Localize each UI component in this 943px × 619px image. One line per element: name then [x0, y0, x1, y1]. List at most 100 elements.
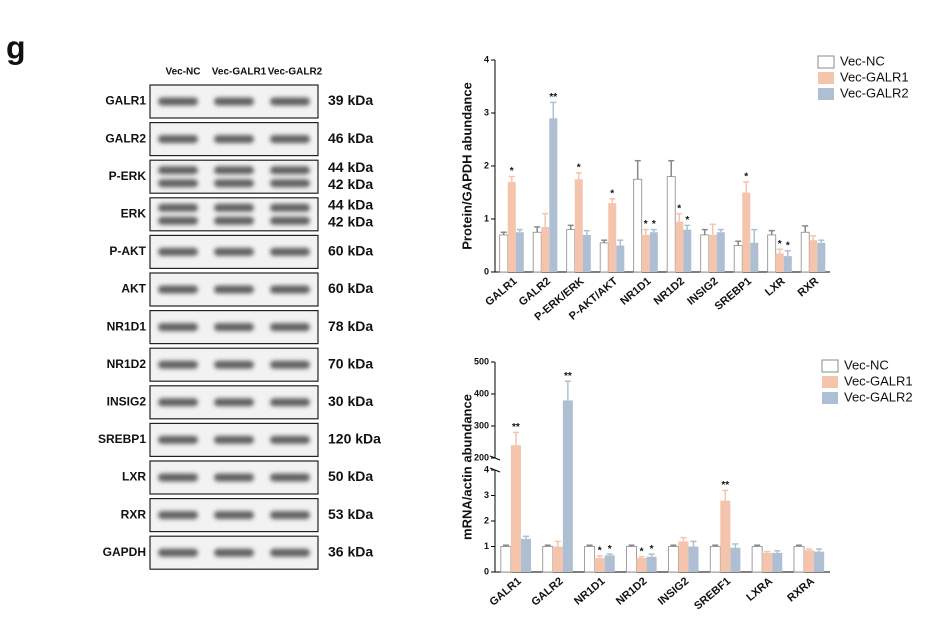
bar — [633, 178, 643, 273]
size-label: 44 kDa — [328, 197, 373, 213]
x-tick-label: SREBF1 — [692, 575, 733, 612]
blot-band — [214, 97, 254, 106]
blot-band — [270, 473, 310, 482]
blot-band — [214, 166, 254, 175]
y-tick-label: 2 — [484, 515, 489, 525]
y-tick-label: 500 — [474, 356, 489, 366]
blot-band — [270, 323, 310, 332]
blot-band — [270, 398, 310, 407]
row-label: SREBP1 — [98, 432, 146, 446]
bar — [566, 229, 576, 273]
row-label: P-AKT — [109, 244, 146, 258]
significance: * — [598, 546, 602, 557]
legend-swatch — [822, 392, 838, 404]
size-label: 42 kDa — [328, 214, 373, 230]
blot-band — [270, 548, 310, 557]
blot-band — [214, 135, 254, 144]
significance: * — [644, 219, 648, 230]
size-label: 42 kDa — [328, 176, 373, 192]
row-label: GAPDH — [103, 545, 146, 559]
blot-band — [214, 360, 254, 369]
bar — [646, 556, 657, 572]
bar — [800, 231, 810, 273]
size-label: 78 kDa — [328, 318, 373, 334]
blot-band — [214, 247, 254, 256]
y-tick-label: 200 — [474, 452, 489, 462]
significance: * — [778, 239, 782, 250]
y-tick-label: 4 — [484, 464, 489, 474]
bar — [507, 181, 516, 272]
blot-box — [149, 159, 319, 194]
blot-band — [158, 216, 198, 225]
bar — [542, 546, 554, 573]
blot-band — [270, 97, 310, 106]
y-tick-label: 3 — [484, 490, 489, 500]
legend-swatch — [821, 359, 839, 373]
significance: * — [577, 163, 581, 174]
bar — [520, 538, 532, 572]
blot-band — [158, 323, 198, 332]
y-tick-label: 0 — [484, 266, 489, 276]
bar — [809, 240, 818, 272]
blot-band — [158, 511, 198, 520]
blot-band — [270, 247, 310, 256]
x-tick-label: RXR — [796, 275, 822, 299]
blot-band — [158, 203, 198, 212]
x-tick-label: NR1D1 — [572, 575, 607, 607]
blot-band — [158, 166, 198, 175]
blot-band — [270, 435, 310, 444]
blot-band — [270, 179, 310, 188]
blot-band — [214, 323, 254, 332]
x-tick-label: LXR — [763, 275, 788, 298]
size-label: 30 kDa — [328, 393, 373, 409]
legend-swatch — [818, 72, 834, 84]
blot-band — [158, 548, 198, 557]
significance: * — [640, 546, 644, 557]
significance: * — [786, 240, 790, 251]
bar — [510, 445, 521, 572]
y-tick-label: 4 — [484, 54, 489, 64]
bar — [562, 400, 573, 572]
bar — [499, 234, 509, 273]
bar — [599, 242, 609, 273]
blot-band — [214, 473, 254, 482]
bar — [666, 176, 676, 273]
significance: * — [608, 544, 612, 555]
lane-label: Vec-NC — [165, 67, 200, 78]
bar — [649, 232, 658, 272]
size-label: 44 kDa — [328, 159, 373, 175]
blot-band — [214, 285, 254, 294]
blot-band — [214, 398, 254, 407]
bar — [783, 256, 792, 272]
lane-label: Vec-GALR1 — [212, 67, 267, 78]
bar — [604, 555, 615, 572]
significance: * — [610, 189, 614, 200]
legend-label: Vec-GALR1 — [840, 69, 909, 84]
blot-band — [270, 285, 310, 294]
blot-band — [270, 360, 310, 369]
x-tick-label: SREBP1 — [713, 275, 754, 312]
blot-band — [214, 511, 254, 520]
bar — [683, 229, 692, 272]
size-label: 70 kDa — [328, 355, 373, 371]
y-axis-label: Protein/GAPDH abundance — [459, 82, 474, 250]
blot-band — [214, 548, 254, 557]
blot-box — [149, 197, 319, 232]
bar — [688, 546, 699, 572]
significance: * — [652, 219, 656, 230]
blot-band — [270, 135, 310, 144]
y-tick-label: 300 — [474, 420, 489, 430]
lane-label: Vec-GALR2 — [268, 67, 323, 78]
legend-swatch — [822, 376, 838, 388]
bar — [552, 546, 563, 572]
bar — [716, 232, 725, 272]
panel-label: g — [6, 29, 26, 65]
row-label: NR1D1 — [107, 319, 147, 333]
x-tick-label: NR1D1 — [618, 275, 653, 307]
blot-band — [270, 511, 310, 520]
legend-label: Vec-GALR1 — [844, 373, 913, 388]
bar — [720, 500, 731, 572]
significance: ** — [549, 92, 557, 103]
size-label: 60 kDa — [328, 280, 373, 296]
blot-band — [158, 285, 198, 294]
